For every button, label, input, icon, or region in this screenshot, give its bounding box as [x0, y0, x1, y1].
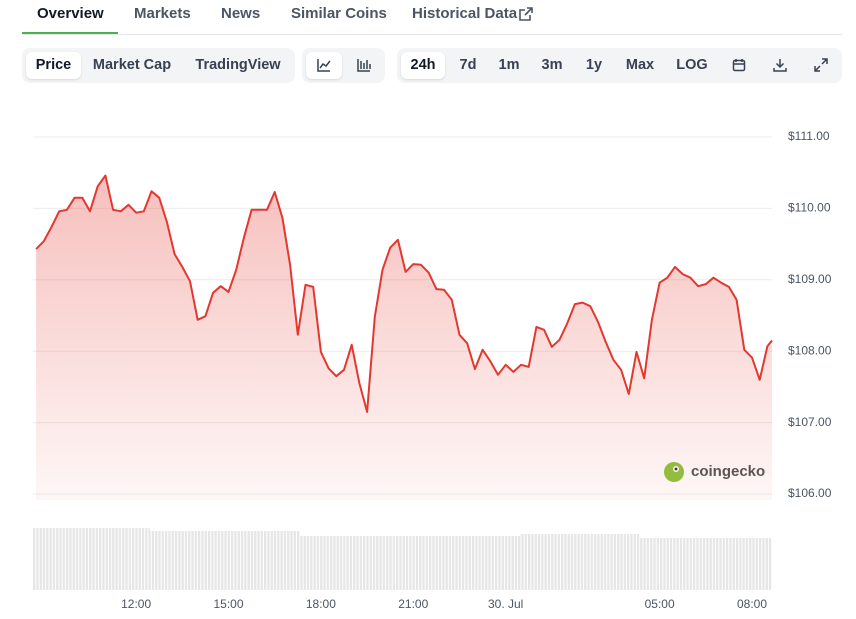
button[interactable]: 1m	[498, 57, 520, 73]
x-tick-label: 21:00	[398, 597, 428, 611]
button[interactable]: Price	[26, 52, 81, 79]
tab[interactable]: Markets	[134, 5, 191, 22]
x-tick-label: 18:00	[306, 597, 336, 611]
button[interactable]: 1y	[585, 57, 603, 73]
price-line	[35, 174, 773, 413]
button[interactable]: LOG	[676, 57, 708, 73]
candle-chart-button[interactable]	[346, 52, 382, 79]
x-tick-label: 12:00	[121, 597, 151, 611]
x-tick-label: 30. Jul	[488, 597, 523, 611]
x-tick-label: 05:00	[645, 597, 675, 611]
button[interactable]: Max	[625, 57, 655, 73]
button[interactable]: 7d	[459, 57, 477, 73]
y-tick-label: $107.00	[788, 415, 832, 429]
button[interactable]: Market Cap	[92, 57, 172, 73]
tab[interactable]: Historical Data	[412, 5, 518, 22]
button-group: Price Market Cap TradingView	[22, 48, 295, 83]
tab[interactable]: Similar Coins	[291, 5, 387, 22]
tab[interactable]: News	[221, 5, 261, 22]
y-tick-label: $111.00	[788, 129, 830, 143]
button[interactable]: TradingView	[195, 57, 281, 73]
line-chart-button[interactable]	[306, 52, 342, 79]
button-group	[302, 48, 385, 83]
download-button[interactable]	[765, 52, 795, 79]
y-tick-label: $106.00	[788, 486, 832, 500]
volume-bars	[33, 528, 772, 590]
external-icon	[519, 7, 533, 21]
calendar-button[interactable]	[724, 52, 754, 79]
y-tick-label: $109.00	[788, 272, 832, 286]
button-group: 24h 7d 1m 3m 1y Max LOG	[397, 48, 842, 83]
fullscreen-button[interactable]	[806, 52, 836, 79]
button[interactable]: 24h	[401, 52, 445, 79]
x-tick-label: 15:00	[214, 597, 244, 611]
price-area	[36, 175, 773, 500]
tab-underline	[22, 32, 118, 34]
button[interactable]: 3m	[541, 57, 563, 73]
x-tick-label: 08:00	[737, 597, 767, 611]
tab[interactable]: Overview	[37, 5, 104, 22]
divider	[22, 34, 842, 35]
y-tick-label: $108.00	[788, 343, 832, 357]
y-tick-label: $110.00	[788, 201, 831, 215]
